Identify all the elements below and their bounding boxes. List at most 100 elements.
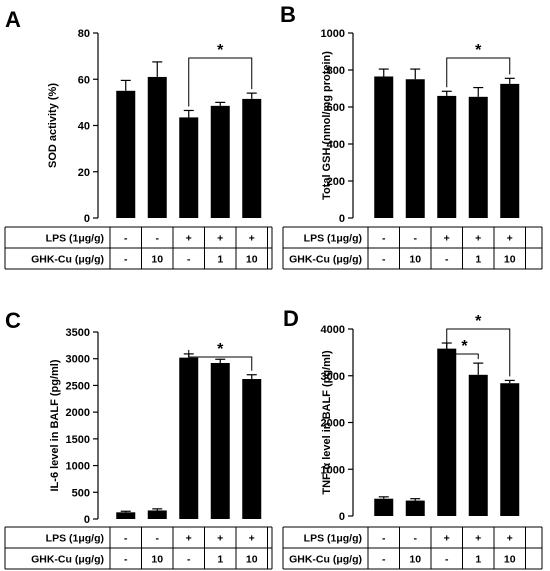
bar bbox=[210, 105, 230, 218]
table-cell: + bbox=[217, 533, 223, 545]
table-cell: - bbox=[445, 254, 449, 266]
bar bbox=[437, 348, 457, 516]
table-cell: - bbox=[382, 533, 386, 545]
table-cell: - bbox=[124, 554, 128, 566]
y-axis-title: TNF-α level in BALF (pg/ml) bbox=[321, 350, 333, 495]
bar bbox=[210, 362, 230, 519]
table-cell: - bbox=[156, 533, 160, 545]
y-tick-label: 2000 bbox=[321, 418, 345, 430]
bar bbox=[242, 98, 262, 218]
table-cell: - bbox=[187, 554, 191, 566]
table-cell: + bbox=[507, 233, 513, 245]
bar bbox=[147, 510, 167, 519]
y-tick-label: 40 bbox=[78, 121, 90, 133]
y-tick-label: 4000 bbox=[321, 324, 345, 336]
y-tick-label: 3000 bbox=[66, 354, 90, 366]
table-cell: - bbox=[382, 254, 386, 266]
y-tick-label: 800 bbox=[327, 65, 345, 77]
significance-star: * bbox=[217, 42, 224, 59]
y-tick-label: 80 bbox=[78, 28, 90, 40]
table-cell: 10 bbox=[504, 554, 516, 566]
y-axis-title: IL-6 level in BALF (pg/ml) bbox=[49, 359, 61, 491]
significance-bracket bbox=[446, 328, 511, 377]
y-tick-label: 1000 bbox=[321, 464, 345, 476]
y-tick-label: 3000 bbox=[321, 371, 345, 383]
table-cell: 1 bbox=[475, 254, 481, 266]
table-cell: 1 bbox=[475, 554, 481, 566]
table-cell: + bbox=[249, 233, 255, 245]
table-row-label: LPS (1μg/g) bbox=[304, 533, 362, 545]
y-tick-label: 2000 bbox=[66, 407, 90, 419]
table-row-label: GHK-Cu (μg/g) bbox=[31, 254, 104, 266]
y-tick-label: 500 bbox=[72, 487, 90, 499]
y-tick-label: 0 bbox=[339, 511, 345, 523]
table-cell: 10 bbox=[151, 254, 163, 266]
bar bbox=[116, 90, 136, 218]
y-tick-label: 0 bbox=[339, 213, 345, 225]
table-cell: - bbox=[382, 233, 386, 245]
bar bbox=[179, 117, 199, 218]
table-cell: - bbox=[414, 233, 418, 245]
significance-bracket bbox=[188, 349, 253, 371]
y-tick-label: 2500 bbox=[66, 380, 90, 392]
y-tick-label: 0 bbox=[84, 514, 90, 526]
table-cell: 10 bbox=[504, 254, 516, 266]
y-tick-label: 20 bbox=[78, 167, 90, 179]
table-row-label: GHK-Cu (μg/g) bbox=[289, 254, 362, 266]
table-cell: - bbox=[414, 533, 418, 545]
y-tick-label: 600 bbox=[327, 102, 345, 114]
panel-letter: C bbox=[5, 308, 21, 333]
y-tick-label: 1000 bbox=[321, 28, 345, 40]
significance-bracket bbox=[188, 57, 253, 107]
y-axis-title: Total GSH (nmol/mg protein) bbox=[321, 51, 333, 200]
bar bbox=[374, 498, 394, 516]
significance-bracket bbox=[446, 57, 511, 88]
panel-b: B 0 200 400 600 800 1000 Total GSH (nmol/mg pro… bbox=[280, 2, 543, 270]
y-tick-label: 3500 bbox=[66, 327, 90, 339]
bar bbox=[500, 83, 520, 218]
panel-letter: A bbox=[5, 7, 21, 32]
table-cell: - bbox=[124, 533, 128, 545]
table-cell: + bbox=[475, 233, 481, 245]
significance-star: * bbox=[217, 341, 224, 358]
significance-bracket bbox=[446, 339, 479, 360]
significance-star: * bbox=[461, 338, 468, 355]
table-cell: 10 bbox=[409, 254, 421, 266]
table-cell: 10 bbox=[246, 554, 258, 566]
y-tick-label: 1000 bbox=[66, 461, 90, 473]
bar bbox=[242, 379, 262, 519]
table-cell: - bbox=[382, 554, 386, 566]
table-cell: + bbox=[475, 533, 481, 545]
bar bbox=[147, 76, 167, 218]
table-cell: 10 bbox=[151, 554, 163, 566]
bar bbox=[437, 95, 457, 218]
table-cell: - bbox=[124, 233, 128, 245]
panel-a: A 0 20 40 60 80 SOD activity (%) * LPS (1μg/g) - -… bbox=[4, 7, 273, 270]
y-tick-label: 400 bbox=[327, 139, 345, 151]
table-cell: + bbox=[507, 533, 513, 545]
y-tick-label: 200 bbox=[327, 176, 345, 188]
bar bbox=[468, 96, 488, 218]
y-tick-label: 1500 bbox=[66, 434, 90, 446]
table-cell: + bbox=[186, 233, 192, 245]
panel-d: D 0 1000 2000 3000 4000 TNF-α level in BALF (p… bbox=[282, 306, 543, 570]
table-cell: + bbox=[444, 233, 450, 245]
panel-letter: D bbox=[283, 306, 299, 331]
table-cell: + bbox=[217, 233, 223, 245]
significance-star: * bbox=[475, 313, 482, 330]
table-cell: + bbox=[186, 533, 192, 545]
bar bbox=[500, 383, 520, 516]
table-row-label: LPS (1μg/g) bbox=[46, 233, 104, 245]
bar bbox=[468, 374, 488, 516]
table-cell: - bbox=[445, 554, 449, 566]
y-axis-title: SOD activity (%) bbox=[47, 83, 59, 168]
significance-star: * bbox=[475, 42, 482, 59]
bar bbox=[405, 79, 425, 218]
bar bbox=[116, 512, 136, 519]
table-cell: 1 bbox=[217, 254, 223, 266]
table-cell: - bbox=[124, 254, 128, 266]
panel-c: C 0 500 1000 1500 2000 2500 3000 3500 IL-6 level … bbox=[4, 308, 273, 570]
table-cell: + bbox=[444, 533, 450, 545]
bar bbox=[374, 76, 394, 218]
